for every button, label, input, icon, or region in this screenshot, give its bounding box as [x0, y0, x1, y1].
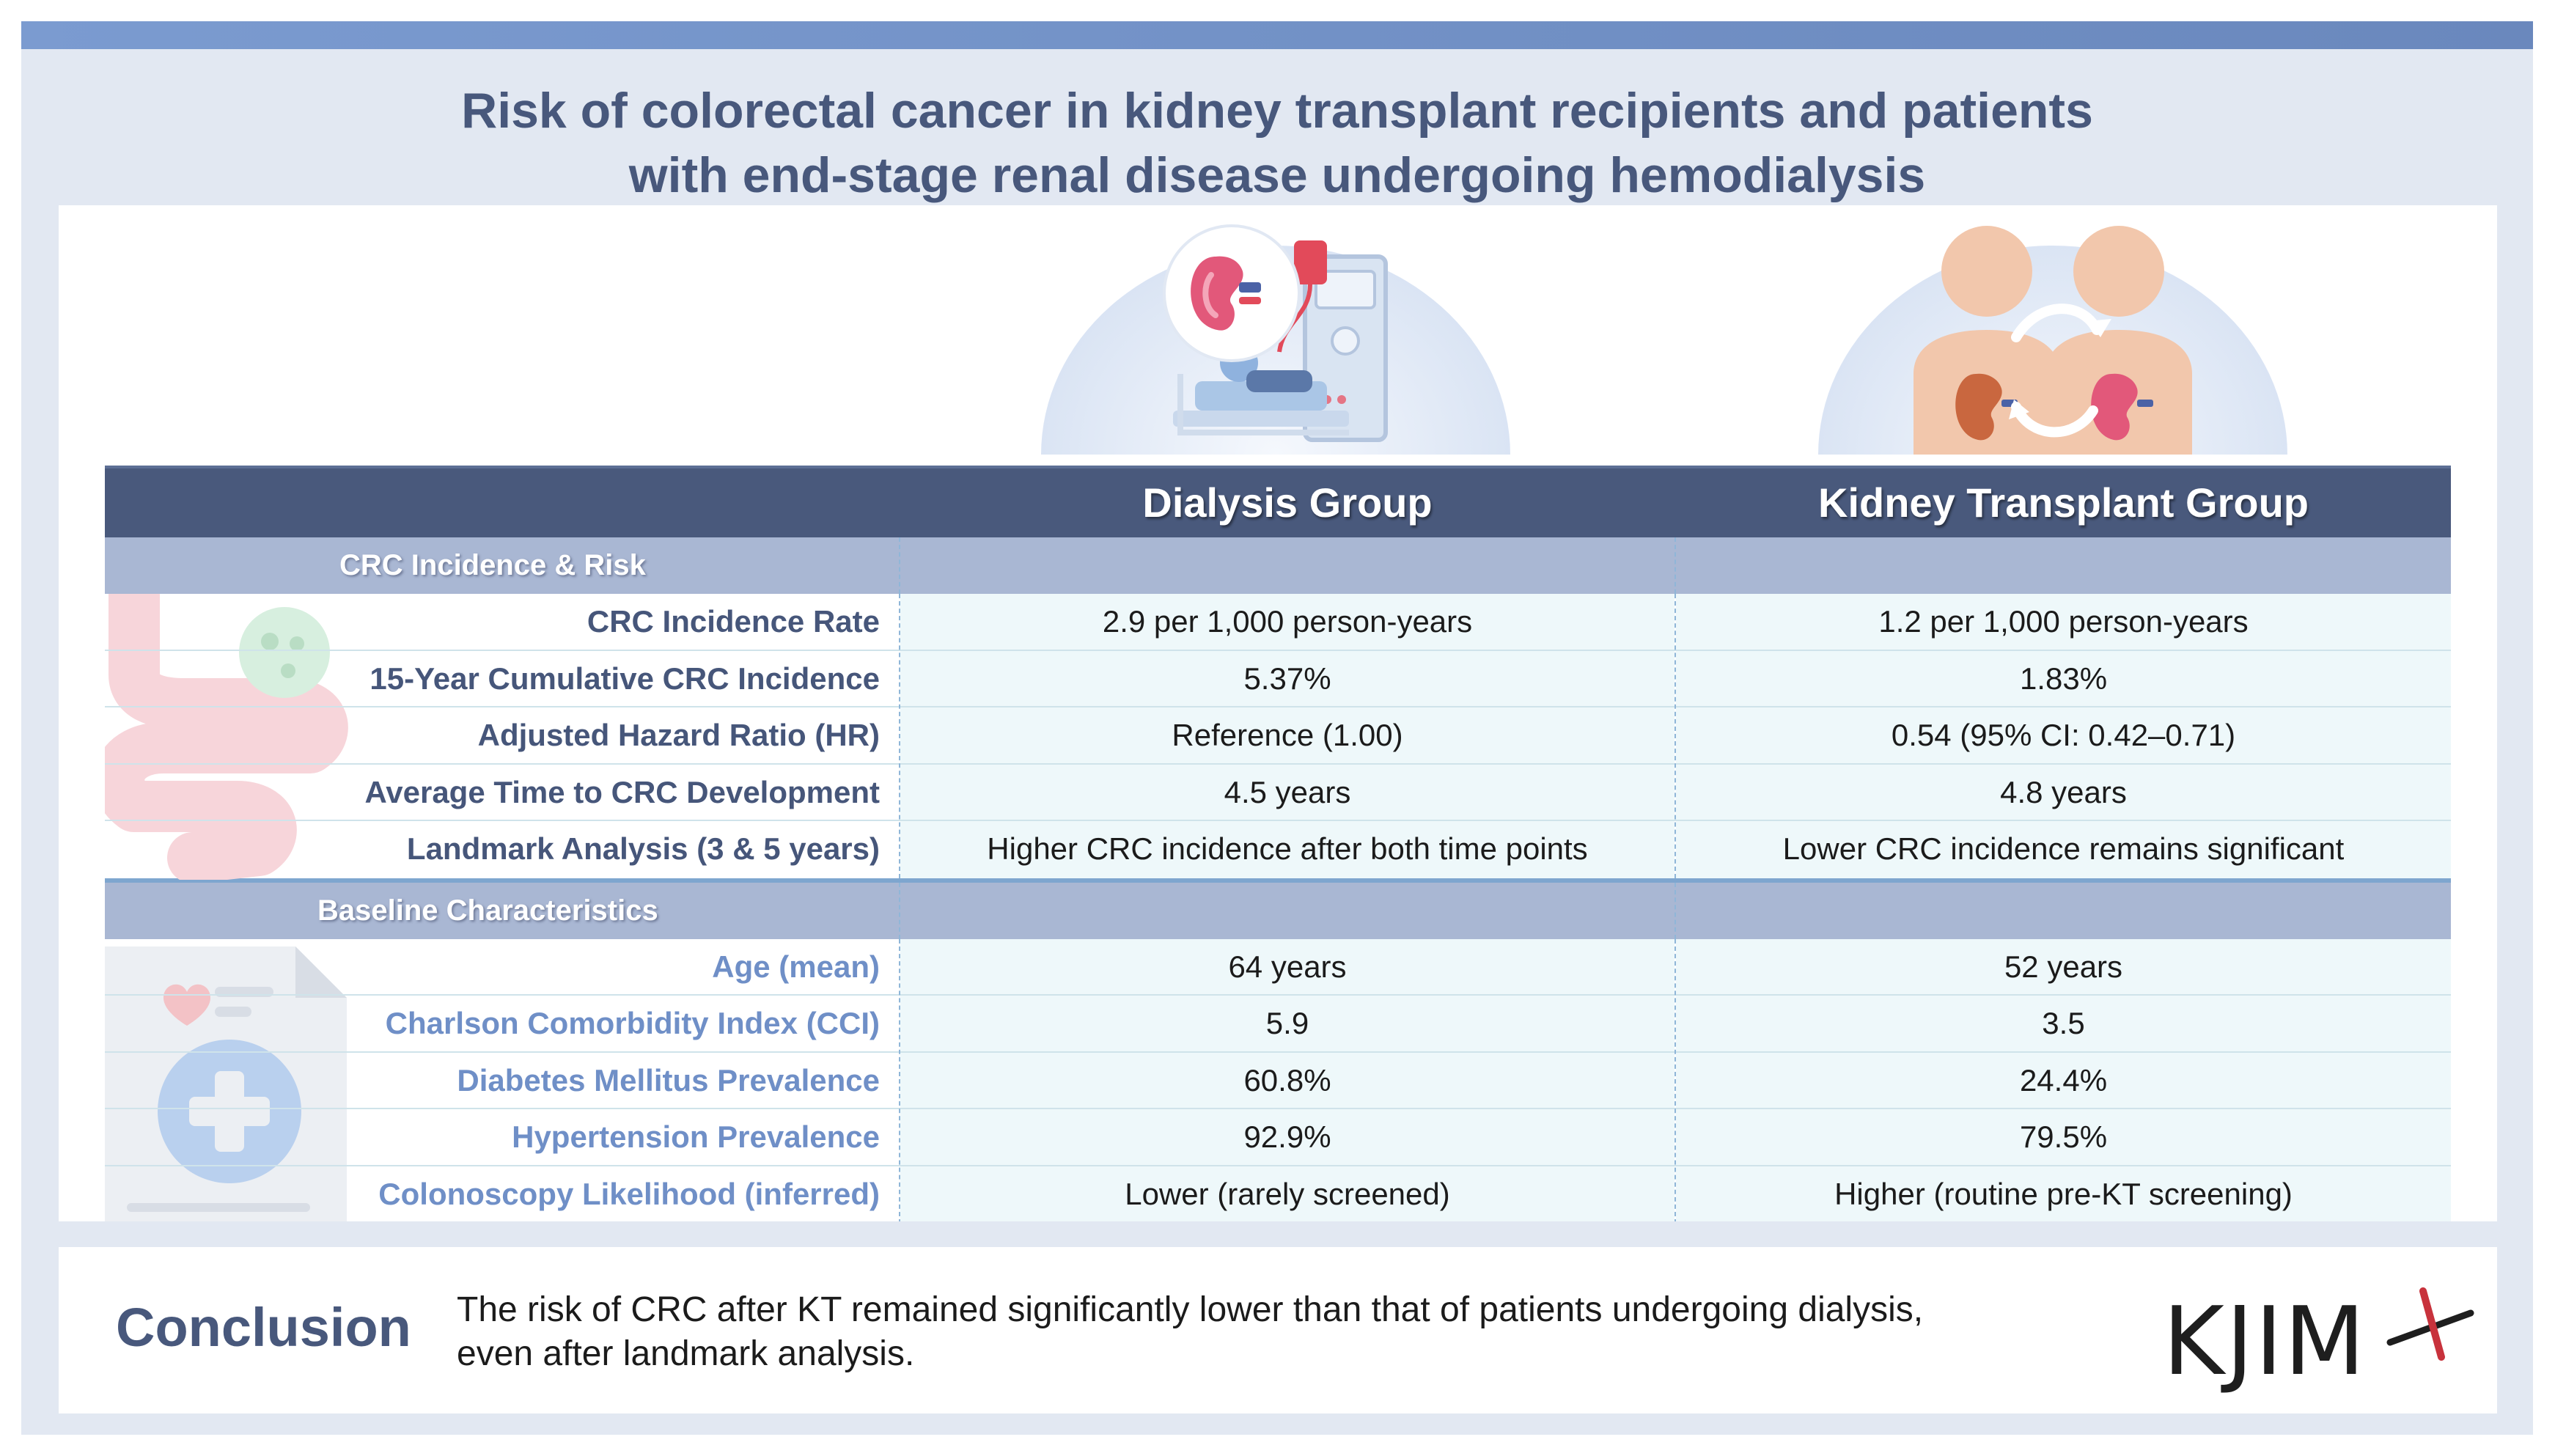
kt-value: Lower CRC incidence remains significant — [1676, 821, 2451, 878]
row-label: Landmark Analysis (3 & 5 years) — [406, 831, 880, 866]
column-divider — [1674, 594, 1676, 878]
table-row: Colonoscopy Likelihood (inferred) Lower … — [105, 1166, 2451, 1221]
kt-value: 0.54 (95% CI: 0.42–0.71) — [1676, 707, 2451, 763]
medical-record-icon — [105, 946, 347, 1221]
row-label: CRC Incidence Rate — [587, 604, 880, 639]
dialysis-value: 4.5 years — [900, 764, 1674, 820]
column-divider — [899, 537, 900, 594]
dialysis-value: Lower (rarely screened) — [900, 1166, 1674, 1221]
table-row: Age (mean) 64 years 52 years — [105, 938, 2451, 996]
comparison-table: Dialysis Group Kidney Transplant Group C… — [105, 466, 2451, 1221]
dialysis-value: Reference (1.00) — [900, 707, 1674, 763]
title-line-2: with end-stage renal disease undergoing … — [628, 147, 1926, 203]
table-header: Dialysis Group Kidney Transplant Group — [105, 466, 2451, 537]
logo-text: KJIM — [2163, 1287, 2367, 1397]
table-row: Diabetes Mellitus Prevalence 60.8% 24.4% — [105, 1052, 2451, 1109]
infographic-frame: Risk of colorectal cancer in kidney tran… — [21, 21, 2533, 1435]
kt-value: Higher (routine pre-KT screening) — [1676, 1166, 2451, 1221]
row-label: Hypertension Prevalence — [512, 1119, 880, 1154]
kt-value: 3.5 — [1676, 996, 2451, 1051]
row-label: Age (mean) — [712, 949, 880, 984]
conclusion-panel: Conclusion The risk of CRC after KT rema… — [59, 1247, 2497, 1413]
dialysis-value: 92.9% — [900, 1109, 1674, 1165]
row-label: Diabetes Mellitus Prevalence — [457, 1062, 880, 1097]
conclusion-text: The risk of CRC after KT remained signif… — [457, 1288, 2070, 1376]
column-divider — [1674, 882, 1676, 939]
kjim-logo: KJIM — [2163, 1269, 2478, 1408]
section-header-baseline: Baseline Characteristics — [105, 882, 2451, 939]
conclusion-line-2: even after landmark analysis. — [457, 1334, 915, 1373]
dialysis-value: 5.37% — [900, 650, 1674, 706]
intestine-icon — [105, 594, 348, 880]
page-title: Risk of colorectal cancer in kidney tran… — [21, 78, 2533, 207]
column-divider — [1674, 938, 1676, 1221]
dialysis-value: 2.9 per 1,000 person-years — [900, 594, 1674, 650]
kt-value: 79.5% — [1676, 1109, 2451, 1165]
dialysis-machine-icon — [1163, 224, 1388, 442]
dialysis-value: 60.8% — [900, 1052, 1674, 1108]
row-label: 15-Year Cumulative CRC Incidence — [370, 661, 880, 696]
header-dialysis-group: Dialysis Group — [1142, 479, 1433, 526]
section-header-crc: CRC Incidence & Risk — [105, 537, 2451, 594]
kt-value: 24.4% — [1676, 1052, 2451, 1108]
conclusion-line-1: The risk of CRC after KT remained signif… — [457, 1290, 1924, 1329]
row-label: Colonoscopy Likelihood (inferred) — [378, 1176, 880, 1211]
column-divider — [899, 594, 900, 878]
kt-value: 4.8 years — [1676, 764, 2451, 820]
column-divider — [899, 938, 900, 1221]
section-rows-crc: CRC Incidence Rate 2.9 per 1,000 person-… — [105, 594, 2451, 880]
table-row: Landmark Analysis (3 & 5 years) Higher C… — [105, 821, 2451, 878]
top-accent-bar — [21, 21, 2533, 49]
table-row: Average Time to CRC Development 4.5 year… — [105, 764, 2451, 821]
kt-value: 1.2 per 1,000 person-years — [1676, 594, 2451, 650]
table-row: Hypertension Prevalence 92.9% 79.5% — [105, 1109, 2451, 1166]
table-row: Charlson Comorbidity Index (CCI) 5.9 3.5 — [105, 996, 2451, 1053]
title-line-1: Risk of colorectal cancer in kidney tran… — [461, 83, 2093, 139]
table-row: Adjusted Hazard Ratio (HR) Reference (1.… — [105, 707, 2451, 765]
row-label: Average Time to CRC Development — [364, 774, 880, 809]
table-row: 15-Year Cumulative CRC Incidence 5.37% 1… — [105, 650, 2451, 707]
section-rows-baseline: Age (mean) 64 years 52 years Charlson Co… — [105, 938, 2451, 1221]
section-divider — [105, 878, 2451, 883]
row-label: Adjusted Hazard Ratio (HR) — [477, 718, 880, 752]
dialysis-value: 5.9 — [900, 996, 1674, 1051]
row-label: Charlson Comorbidity Index (CCI) — [385, 1006, 880, 1040]
column-divider — [1674, 537, 1676, 594]
kt-value: 1.83% — [1676, 650, 2451, 706]
conclusion-label: Conclusion — [116, 1297, 411, 1358]
table-row: CRC Incidence Rate 2.9 per 1,000 person-… — [105, 594, 2451, 651]
section-label-baseline: Baseline Characteristics — [317, 894, 658, 927]
main-panel: Dialysis Group Kidney Transplant Group C… — [59, 205, 2497, 1221]
header-kidney-transplant-group: Kidney Transplant Group — [1818, 479, 2309, 526]
logo-mark-icon — [2386, 1287, 2474, 1361]
column-divider — [899, 882, 900, 939]
kidney-transplant-icon — [1914, 226, 2192, 455]
kt-value: 52 years — [1676, 938, 2451, 994]
section-label-crc: CRC Incidence & Risk — [339, 549, 646, 581]
dialysis-value: 64 years — [900, 938, 1674, 994]
dialysis-value: Higher CRC incidence after both time poi… — [900, 821, 1674, 878]
